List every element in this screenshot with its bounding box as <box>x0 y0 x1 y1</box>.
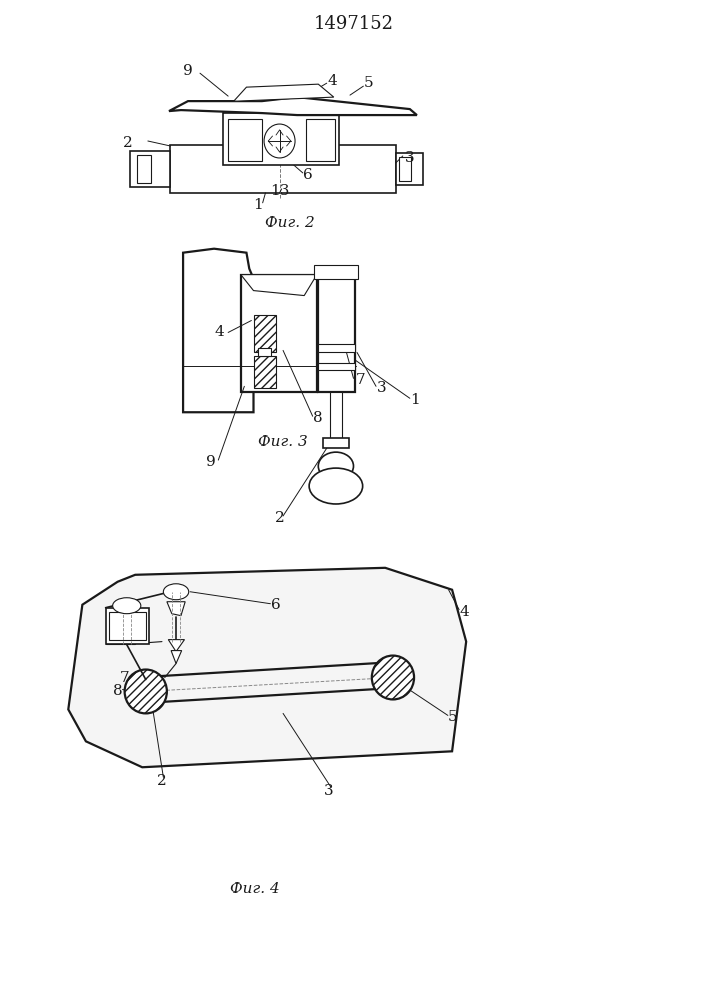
Text: 1: 1 <box>411 393 421 407</box>
Ellipse shape <box>264 124 295 158</box>
Bar <box>396 153 423 185</box>
Bar <box>136 155 151 183</box>
Bar <box>318 363 355 370</box>
Ellipse shape <box>309 468 363 504</box>
Bar <box>259 348 271 356</box>
Polygon shape <box>169 97 417 115</box>
Polygon shape <box>183 249 254 412</box>
Polygon shape <box>241 275 317 296</box>
Text: 5: 5 <box>448 710 457 724</box>
Bar <box>318 344 355 352</box>
Bar <box>170 145 396 193</box>
Text: 3: 3 <box>324 784 334 798</box>
Bar <box>329 392 342 440</box>
Bar <box>254 356 276 388</box>
Bar <box>228 119 262 161</box>
Text: 2: 2 <box>123 136 133 150</box>
Polygon shape <box>168 640 185 652</box>
Ellipse shape <box>112 598 141 614</box>
Text: 7: 7 <box>356 373 366 387</box>
Bar <box>105 608 149 644</box>
Text: 4: 4 <box>327 74 337 88</box>
Ellipse shape <box>372 656 414 699</box>
Bar <box>322 438 349 448</box>
Ellipse shape <box>127 678 146 703</box>
Text: 1: 1 <box>254 198 263 212</box>
Text: 1497152: 1497152 <box>313 15 394 33</box>
Text: 4: 4 <box>215 325 225 339</box>
Ellipse shape <box>318 452 354 480</box>
Text: 2: 2 <box>157 774 167 788</box>
Text: 9: 9 <box>206 455 216 469</box>
Ellipse shape <box>124 670 167 713</box>
Text: Фиг. 2: Фиг. 2 <box>265 216 315 230</box>
Text: Фиг. 3: Фиг. 3 <box>258 435 308 449</box>
Bar <box>305 119 335 161</box>
Text: 4: 4 <box>460 605 469 619</box>
Ellipse shape <box>394 662 412 687</box>
Bar <box>241 275 317 392</box>
Text: 6: 6 <box>303 168 312 182</box>
Bar <box>318 275 355 392</box>
Text: 8: 8 <box>313 411 323 425</box>
Polygon shape <box>171 651 182 664</box>
Text: 5: 5 <box>364 76 374 90</box>
Text: 8: 8 <box>113 684 122 698</box>
Text: 7: 7 <box>119 671 129 685</box>
Bar <box>399 157 411 181</box>
Bar <box>109 612 146 640</box>
Polygon shape <box>167 602 185 616</box>
Bar <box>129 151 170 187</box>
Text: 9: 9 <box>183 64 193 78</box>
Text: x: x <box>123 620 129 630</box>
Ellipse shape <box>163 584 189 600</box>
Polygon shape <box>234 84 334 101</box>
Text: 3: 3 <box>377 381 387 395</box>
Text: 3: 3 <box>405 151 414 165</box>
Bar <box>223 113 339 165</box>
Text: Фиг. 4: Фиг. 4 <box>230 882 280 896</box>
Bar <box>254 315 276 352</box>
Text: x: x <box>113 620 119 630</box>
Polygon shape <box>69 568 466 767</box>
Text: 13: 13 <box>270 184 289 198</box>
Bar <box>314 265 358 279</box>
Text: 6: 6 <box>271 598 281 612</box>
Text: 2: 2 <box>275 511 284 525</box>
